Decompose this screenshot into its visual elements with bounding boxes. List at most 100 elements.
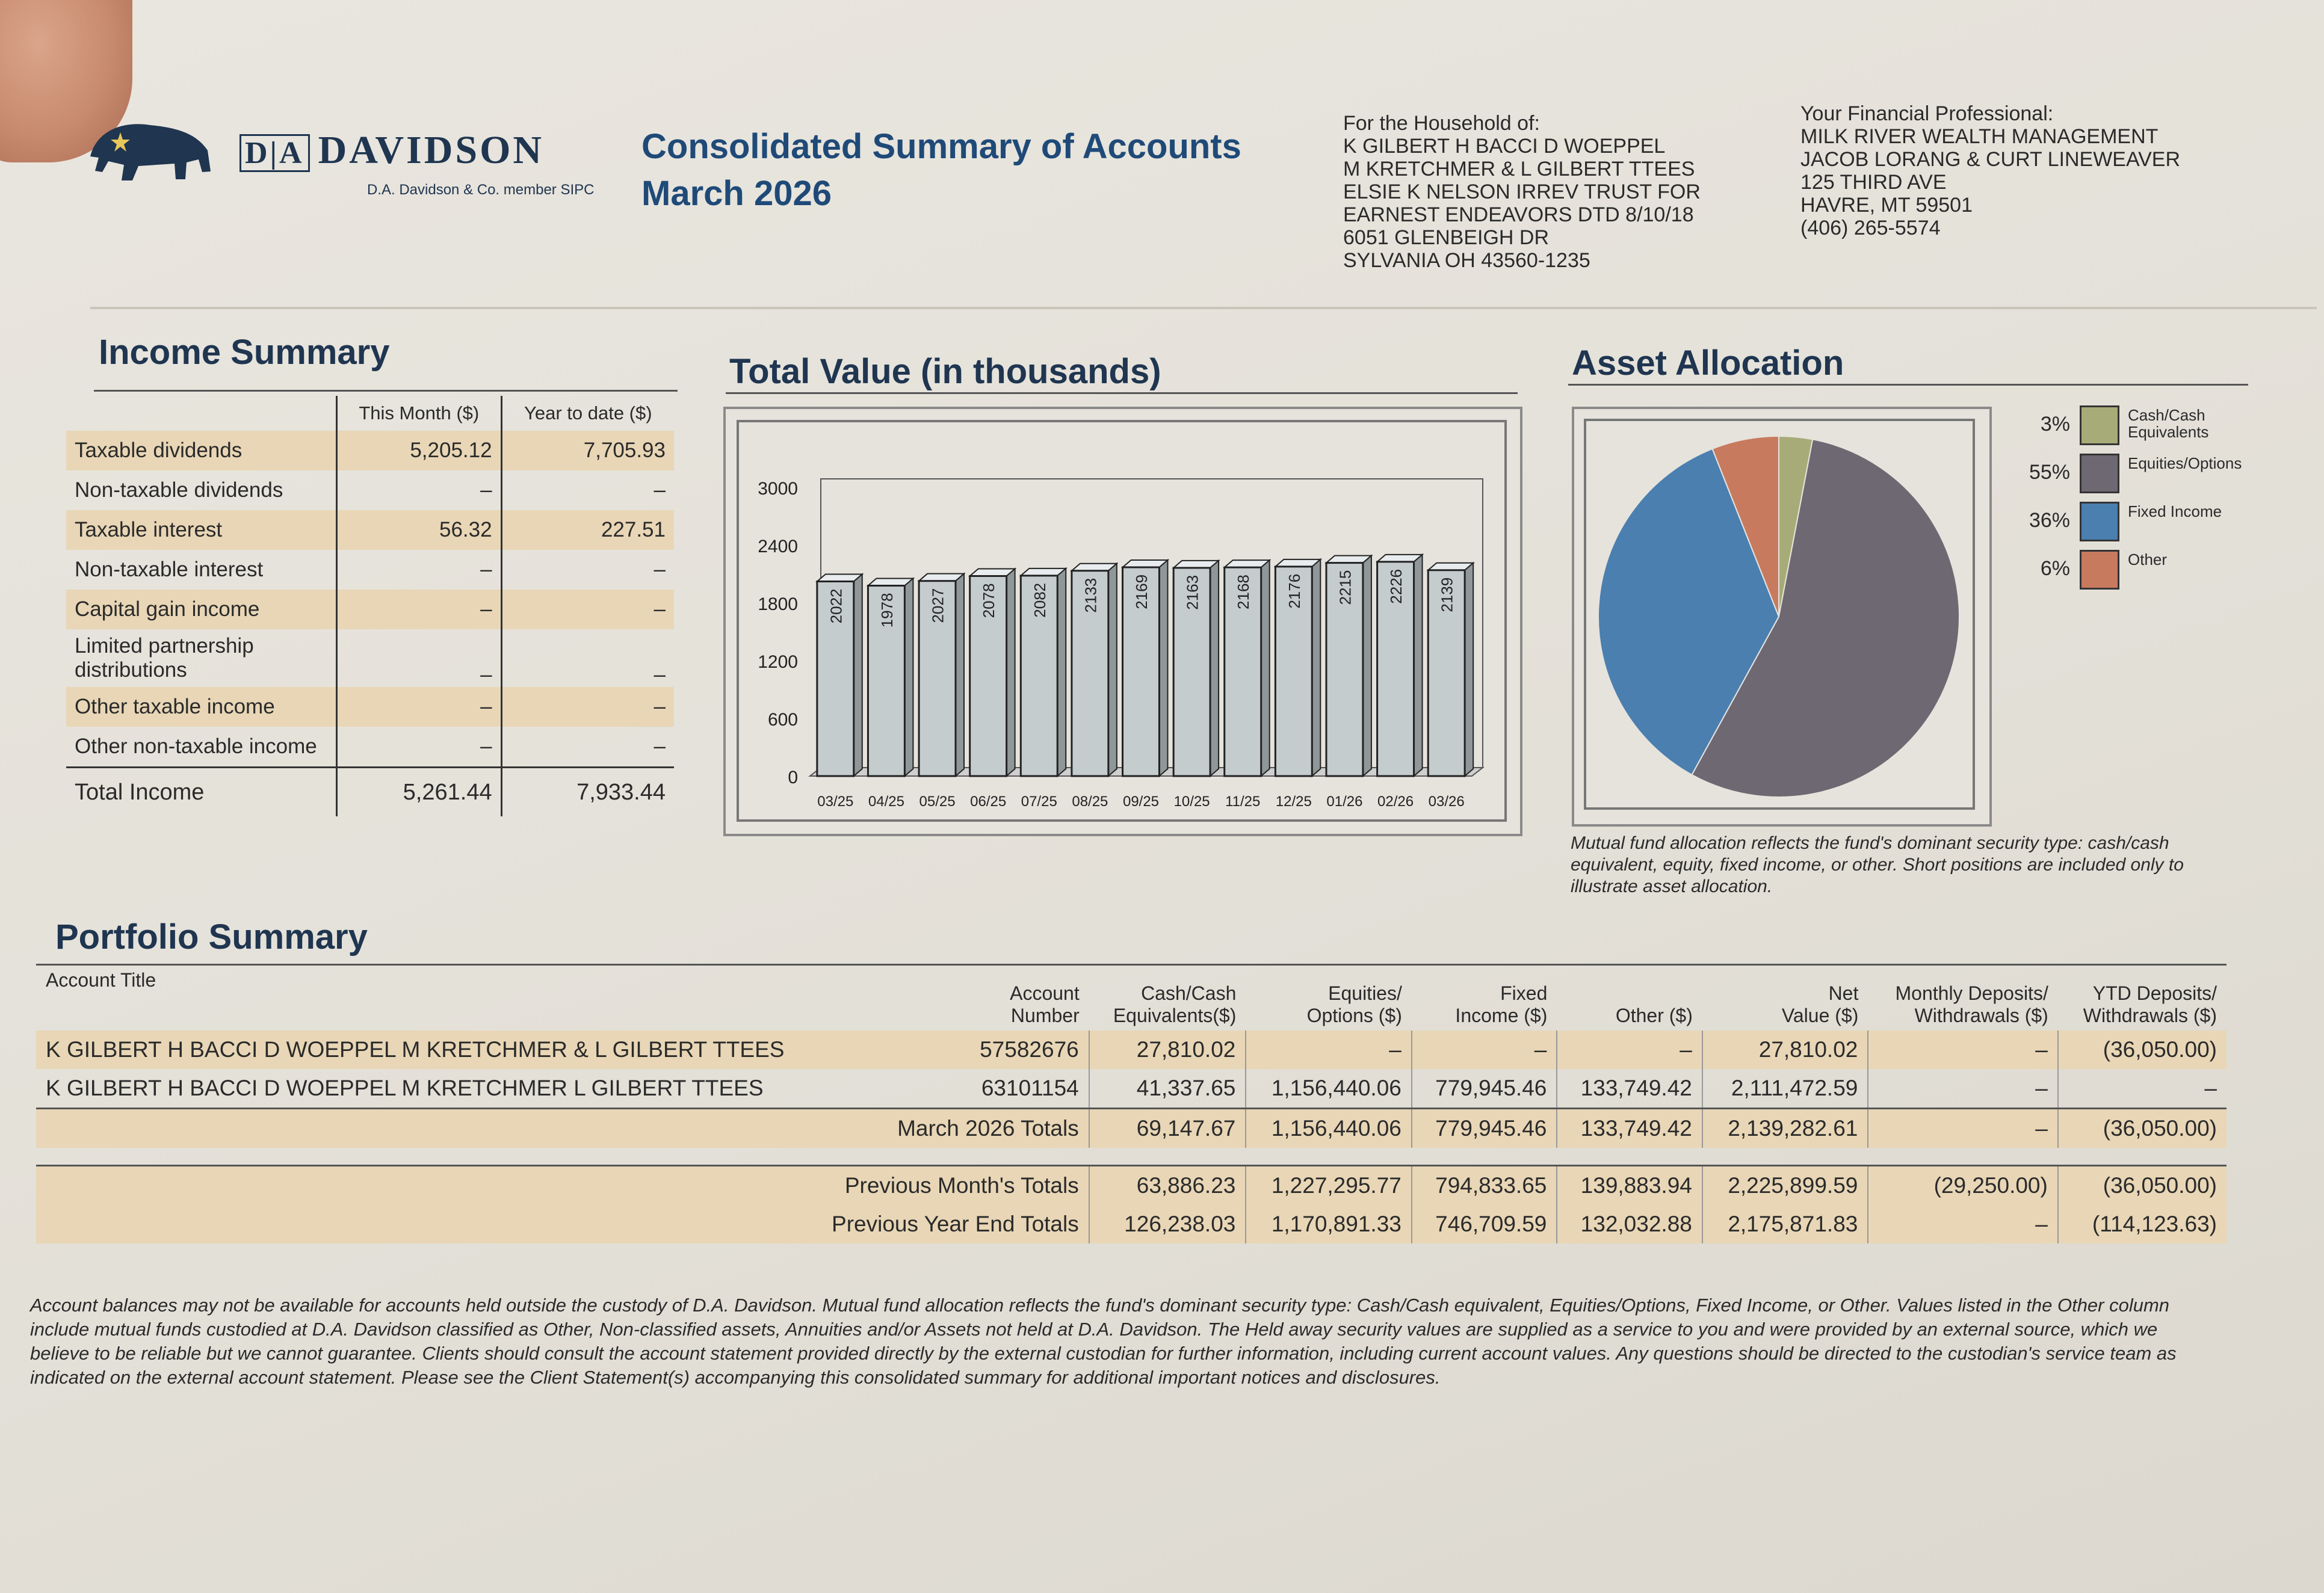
bar-side [1210, 559, 1220, 778]
account-cash: 27,810.02 [1088, 1031, 1246, 1069]
account-net-value: 27,810.02 [1701, 1031, 1868, 1069]
bar-side [1413, 553, 1423, 778]
bar-side [904, 577, 914, 778]
bar-side [1311, 558, 1321, 778]
col-net-value: Net Value ($) [1702, 965, 1868, 1031]
income-row: Non-taxable interest – – [66, 550, 674, 590]
x-tick-label: 09/25 [1123, 793, 1159, 810]
disclaimer: Account balances may not be available fo… [30, 1295, 2177, 1388]
bar-side [1260, 558, 1270, 778]
col-fixed-income: Fixed Income ($) [1412, 965, 1557, 1031]
bar-value-label: 2215 [1336, 570, 1354, 605]
asset-allocation-pie [1584, 419, 1975, 810]
income-month: 5,205.12 [336, 431, 502, 470]
bar-side [1362, 554, 1372, 778]
bar-value-label: 2169 [1133, 575, 1151, 609]
income-month: 56.32 [336, 510, 502, 550]
advisor-line: 125 THIRD AVE [1800, 171, 1947, 194]
income-ytd: 7,705.93 [500, 431, 674, 470]
account-row: K GILBERT H BACCI D WOEPPEL M KRETCHMER … [36, 1031, 2227, 1069]
account-net-value: 2,111,472.59 [1701, 1069, 1868, 1109]
totals-monthly: (29,250.00) [1867, 1165, 2058, 1205]
income-summary-table: This Month ($) Year to date ($) Taxable … [66, 396, 674, 816]
totals-equities: 1,227,295.77 [1245, 1165, 1412, 1205]
legend-swatch [2080, 454, 2119, 493]
y-tick-label: 1800 [758, 594, 798, 614]
chart-inner-frame [737, 420, 1507, 822]
income-ytd: – [500, 590, 674, 629]
brand-logo: D|A DAVIDSON [240, 128, 544, 173]
bar-side [1158, 558, 1169, 778]
account-ytd: – [2057, 1069, 2227, 1109]
totals-cash: 126,238.03 [1088, 1205, 1246, 1243]
totals-label: Previous Month's Totals [36, 1165, 1089, 1205]
x-tick-label: 03/26 [1429, 793, 1465, 810]
bar-side [1057, 567, 1067, 778]
legend-label: Other [2128, 550, 2168, 568]
bar [969, 575, 1008, 777]
x-tick-label: 11/25 [1225, 793, 1260, 810]
col-header-line: Income ($) [1455, 1005, 1548, 1026]
household-block: For the Household of: K GILBERT H BACCI … [1343, 112, 1701, 272]
x-tick-label: 06/25 [970, 793, 1006, 810]
bar-side [1464, 561, 1474, 778]
col-header-line: Net [1828, 982, 1859, 1004]
household-line: 6051 GLENBEIGH DR [1343, 226, 1550, 249]
legend-item: 36% Fixed Income [2010, 501, 2323, 543]
col-header-line: Cash/Cash [1141, 982, 1237, 1004]
bar-value-label: 2168 [1234, 575, 1252, 609]
bar-value-label: 2082 [1031, 583, 1049, 618]
account-monthly: – [1867, 1031, 2058, 1069]
brand-name: DAVIDSON [318, 128, 545, 172]
household-label: For the Household of: [1343, 112, 1540, 135]
y-tick-label: 0 [788, 768, 798, 787]
totals-net-value: 2,175,871.83 [1701, 1205, 1868, 1243]
col-account-title: Account Title [46, 969, 156, 991]
income-ytd: – [500, 687, 674, 727]
x-tick-label: 12/25 [1276, 793, 1312, 810]
account-number: 63101154 [981, 1076, 1079, 1100]
household-line: ELSIE K NELSON IRREV TRUST FOR [1343, 180, 1701, 203]
totals-fixed-income: 794,833.65 [1411, 1165, 1557, 1205]
income-title-rule [94, 390, 678, 392]
account-monthly: – [1867, 1069, 2058, 1109]
bar [918, 580, 957, 777]
income-month: – [336, 470, 502, 510]
bar-value-label: 2226 [1387, 569, 1405, 604]
x-tick-label: 10/25 [1174, 793, 1210, 810]
legend-pct: 55% [2029, 461, 2070, 484]
portfolio-header-row: Account Title Account Number Cash/Cash Equ… [36, 964, 2227, 1031]
account-number: 57582676 [958, 1031, 1089, 1069]
bar [1325, 562, 1364, 777]
advisor-line: JACOB LORANG & CURT LINEWEAVER [1800, 148, 2181, 171]
account-equities: 1,156,440.06 [1245, 1069, 1412, 1109]
bar [1274, 565, 1313, 777]
bar-value-label: 2078 [980, 584, 998, 618]
totals-other: 139,883.94 [1556, 1165, 1702, 1205]
col-cash: Cash/Cash Equivalents($) [1089, 965, 1246, 1031]
income-month: – [336, 727, 502, 768]
income-ytd: – [500, 550, 674, 590]
totals-equities: 1,170,891.33 [1245, 1205, 1412, 1243]
legend-swatch [2080, 502, 2119, 541]
bar [1019, 575, 1058, 777]
bar-value-label: 1978 [878, 593, 896, 628]
y-tick-label: 600 [768, 710, 798, 730]
col-header-line: Fixed [1500, 982, 1548, 1004]
totals-cash: 63,886.23 [1088, 1165, 1246, 1205]
totals-cash: 69,147.67 [1088, 1108, 1246, 1148]
totals-other: 133,749.42 [1556, 1108, 1702, 1148]
account-other: – [1556, 1031, 1702, 1069]
totals-label: March 2026 Totals [36, 1108, 1089, 1148]
account-title: K GILBERT H BACCI D WOEPPEL M KRETCHMER … [46, 1076, 764, 1100]
bar-value-label: 2022 [827, 588, 845, 623]
legend-swatch [2080, 405, 2119, 445]
legend-pct: 6% [2040, 557, 2070, 580]
brand-subtitle: D.A. Davidson & Co. member SIPC [367, 182, 595, 198]
col-monthly-deposits: Monthly Deposits/Withdrawals ($) [1868, 965, 2057, 1031]
totals-net-value: 2,225,899.59 [1701, 1165, 1868, 1205]
pie-slice [1711, 435, 1779, 617]
bar-value-label: 2139 [1438, 578, 1456, 612]
income-ytd: – [500, 629, 674, 687]
col-header-line: Value ($) [1781, 1005, 1859, 1026]
